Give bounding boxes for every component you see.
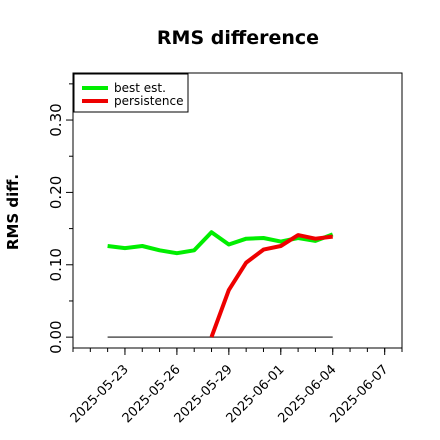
chart-title: RMS difference bbox=[157, 27, 319, 49]
y-tick-label: 0.20 bbox=[47, 176, 65, 209]
y-tick-label: 0.10 bbox=[47, 248, 65, 281]
legend-label-best-est: best est. bbox=[114, 81, 166, 95]
plot-area-frame bbox=[72, 72, 403, 349]
y-axis-label: RMS diff. bbox=[4, 174, 22, 250]
legend-label-persistence: persistence bbox=[114, 94, 183, 108]
axis-ticks: 0.000.100.200.302025-05-232025-05-262025… bbox=[47, 83, 403, 426]
legend: best est. persistence bbox=[73, 73, 189, 113]
y-tick-label: 0.00 bbox=[47, 320, 65, 353]
y-tick-label: 0.30 bbox=[47, 103, 65, 136]
series-line-persistence bbox=[209, 233, 333, 338]
series-group bbox=[107, 230, 334, 338]
legend-box bbox=[73, 73, 189, 113]
